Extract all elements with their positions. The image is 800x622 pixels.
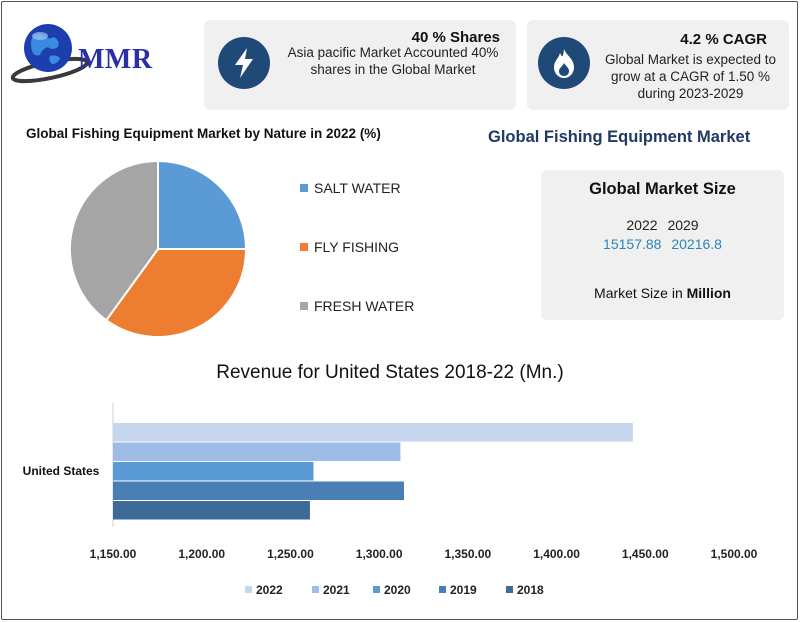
bar-legend-label: 2021 bbox=[323, 583, 350, 597]
bar-legend-item: 2021 bbox=[312, 583, 350, 597]
bar-legend-label: 2019 bbox=[450, 583, 477, 597]
bar-chart: United States 1,150.00 1,200.00 1,250.00 1,3… bbox=[23, 403, 758, 597]
x-tick-label: 1,150.00 bbox=[90, 547, 137, 561]
category-label: United States bbox=[23, 464, 100, 478]
bar-2019 bbox=[113, 481, 404, 500]
lightning-icon bbox=[218, 37, 270, 89]
cagr-title: 4.2 % CAGR bbox=[680, 31, 767, 48]
year-2022: 2022 bbox=[626, 217, 658, 233]
globe-icon bbox=[10, 24, 90, 84]
shares-info-box: 40 % Shares Asia pacific Market Accounte… bbox=[204, 20, 516, 110]
bar-2020 bbox=[113, 462, 314, 481]
bar-legend-swatch bbox=[506, 586, 513, 593]
x-tick-label: 1,200.00 bbox=[178, 547, 225, 561]
x-tick-label: 1,450.00 bbox=[622, 547, 669, 561]
cagr-info-box: 4.2 % CAGR Global Market is expected to … bbox=[527, 20, 789, 110]
market-size-title: Global Market Size bbox=[589, 180, 736, 198]
bar-legend-item: 2020 bbox=[373, 583, 411, 597]
bar-legend-item: 2019 bbox=[439, 583, 477, 597]
note-prefix: Market Size in bbox=[594, 285, 687, 301]
bar-legend-swatch bbox=[245, 586, 252, 593]
market-size-values: 15157.88 20216.8 bbox=[541, 236, 784, 252]
shares-description: Asia pacific Market Accounted 40% shares… bbox=[287, 45, 499, 77]
pie-chart-title: Global Fishing Equipment Market by Natur… bbox=[26, 126, 381, 141]
bar-chart-title: Revenue for United States 2018-22 (Mn.) bbox=[216, 362, 564, 383]
x-tick-label: 1,500.00 bbox=[711, 547, 758, 561]
pie-legend-swatch bbox=[300, 184, 308, 192]
value-2029: 20216.8 bbox=[671, 236, 722, 252]
pie-chart bbox=[69, 159, 248, 338]
pie-legend-item: SALT WATER bbox=[300, 180, 401, 196]
pie-slice-salt-water bbox=[157, 159, 248, 250]
pie-legend-item: FLY FISHING bbox=[300, 239, 399, 255]
bar-2022 bbox=[113, 423, 633, 442]
market-title: Global Fishing Equipment Market bbox=[488, 128, 751, 146]
bar-2021 bbox=[113, 442, 401, 461]
cagr-description: Global Market is expected to grow at a C… bbox=[604, 52, 777, 101]
bar-2018 bbox=[113, 501, 310, 520]
x-tick-label: 1,400.00 bbox=[533, 547, 580, 561]
bar-legend-swatch bbox=[373, 586, 380, 593]
bar-legend-item: 2022 bbox=[245, 583, 283, 597]
pie-legend-item: FRESH WATER bbox=[300, 298, 414, 314]
market-size-years: 2022 2029 bbox=[541, 217, 784, 233]
pie-legend-swatch bbox=[300, 302, 308, 310]
x-tick-label: 1,300.00 bbox=[356, 547, 403, 561]
market-size-note: Market Size in Million bbox=[541, 285, 784, 301]
pie-legend-label: FRESH WATER bbox=[314, 298, 415, 314]
mmr-logo: MMR bbox=[10, 18, 170, 88]
bar-legend-label: 2022 bbox=[256, 583, 283, 597]
bar-legend-item: 2018 bbox=[506, 583, 544, 597]
bar-legend-swatch bbox=[439, 586, 446, 593]
bar-legend-label: 2018 bbox=[517, 583, 544, 597]
pie-slice-fresh-water bbox=[69, 159, 159, 322]
pie-legend-label: FLY FISHING bbox=[314, 239, 400, 255]
x-tick-label: 1,250.00 bbox=[267, 547, 314, 561]
pie-legend-label: SALT WATER bbox=[314, 180, 401, 196]
pie-slice-fly-fishing bbox=[104, 248, 248, 338]
x-tick-label: 1,350.00 bbox=[444, 547, 491, 561]
bar-legend-label: 2020 bbox=[384, 583, 411, 597]
year-2029: 2029 bbox=[667, 217, 699, 233]
note-unit: Million bbox=[686, 285, 731, 301]
bar-legend-swatch bbox=[312, 586, 319, 593]
logo-text: MMR bbox=[78, 44, 153, 75]
market-size-box: Global Market Size 2022 2029 15157.88 20… bbox=[541, 170, 784, 320]
value-2022: 15157.88 bbox=[603, 236, 662, 252]
flame-icon bbox=[538, 37, 590, 89]
pie-legend-swatch bbox=[300, 243, 308, 251]
shares-title: 40 % Shares bbox=[411, 29, 500, 46]
